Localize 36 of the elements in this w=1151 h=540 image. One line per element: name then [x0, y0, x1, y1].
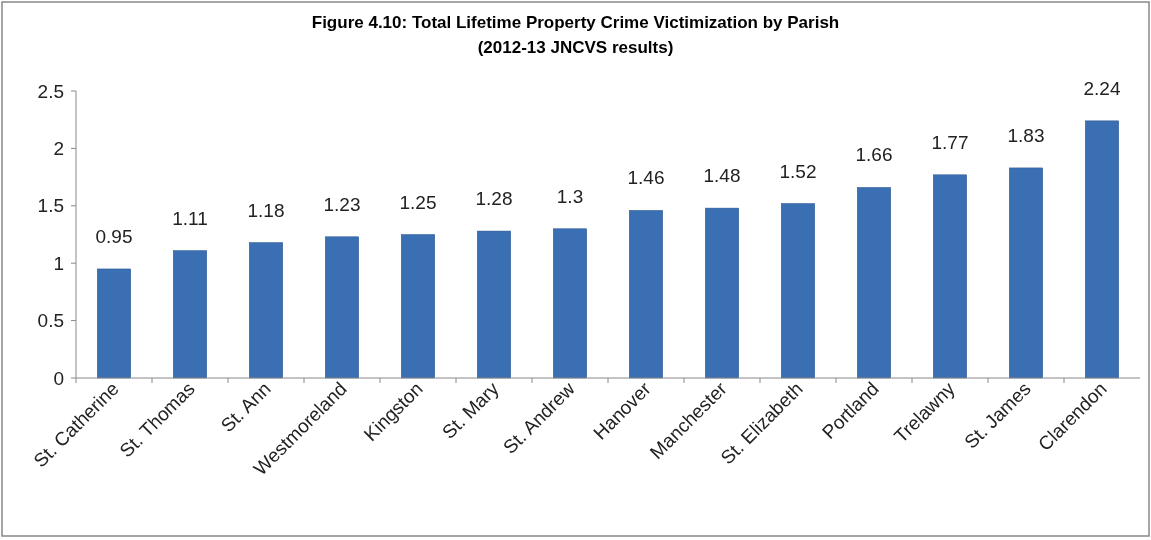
bar — [173, 250, 207, 379]
y-tick-label: 1 — [53, 252, 64, 274]
data-label: 1.77 — [931, 131, 969, 153]
data-label: 1.3 — [556, 185, 584, 207]
bar — [477, 230, 511, 379]
bar — [401, 234, 435, 379]
data-label: 1.25 — [399, 191, 437, 213]
chart-subtitle: (2012-13 JNCVS results) — [477, 38, 674, 57]
bar — [933, 174, 967, 379]
bar — [1009, 167, 1043, 379]
data-label: 1.52 — [779, 160, 817, 182]
bar — [325, 236, 359, 379]
bar — [553, 228, 587, 379]
y-tick-label: 1.5 — [37, 195, 64, 217]
bar — [705, 207, 739, 379]
bar — [781, 203, 815, 379]
data-label: 1.83 — [1007, 124, 1045, 146]
data-label: 1.28 — [475, 188, 513, 210]
data-label: 1.23 — [323, 193, 361, 215]
bar — [1085, 120, 1119, 379]
data-label: 1.11 — [172, 207, 208, 229]
data-label: 1.66 — [855, 144, 893, 166]
data-label: 2.24 — [1083, 77, 1121, 99]
y-tick-label: 2 — [53, 138, 64, 160]
y-tick-label: 2.5 — [37, 80, 64, 102]
bar — [249, 242, 283, 379]
data-label: 1.18 — [247, 199, 285, 221]
chart-title: Figure 4.10: Total Lifetime Property Crime Victimization by Parish — [311, 13, 840, 32]
y-tick-label: 0 — [53, 367, 64, 389]
bar — [857, 187, 891, 379]
bar — [629, 210, 663, 379]
data-label: 1.46 — [627, 167, 665, 189]
y-tick-label: 0.5 — [37, 310, 64, 332]
data-label: 1.48 — [703, 165, 741, 187]
data-label: 0.95 — [95, 225, 133, 247]
bar — [97, 268, 131, 379]
